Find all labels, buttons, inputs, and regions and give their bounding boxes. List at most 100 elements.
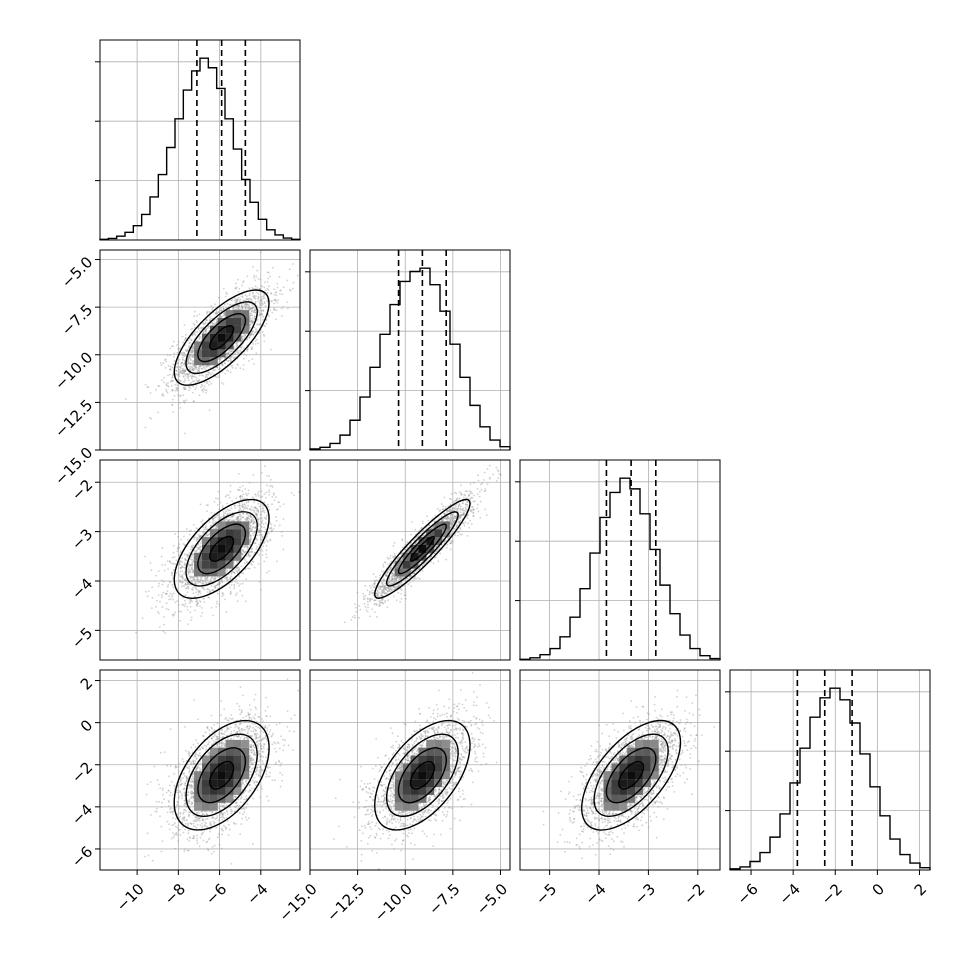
sample-point — [242, 572, 245, 575]
sample-point — [286, 279, 289, 282]
sample-point — [178, 371, 181, 373]
sample-point — [207, 534, 210, 536]
sample-point — [261, 495, 264, 498]
sample-point — [189, 577, 192, 580]
sample-point — [195, 379, 198, 381]
sample-point — [256, 516, 258, 519]
sample-point — [239, 497, 242, 500]
sample-point — [188, 602, 191, 604]
sample-point — [189, 575, 191, 578]
sample-point — [180, 371, 183, 374]
sample-point — [181, 574, 184, 576]
sample-point — [249, 292, 251, 295]
sample-point — [255, 295, 257, 298]
sample-point — [216, 312, 218, 314]
sample-point — [221, 505, 224, 507]
sample-point — [269, 538, 271, 541]
sample-point — [263, 335, 266, 337]
sample-point — [259, 304, 261, 306]
sample-point — [223, 311, 226, 314]
sample-point — [200, 607, 203, 609]
sample-point — [239, 486, 242, 489]
sample-point — [288, 268, 291, 271]
sample-point — [273, 309, 275, 311]
sample-point — [253, 309, 256, 312]
sample-point — [195, 366, 198, 369]
sample-point — [218, 375, 221, 377]
sample-point — [286, 301, 289, 303]
sample-point — [176, 384, 179, 387]
sample-point — [220, 579, 223, 582]
sample-point — [169, 598, 172, 600]
sample-point — [161, 596, 163, 599]
sample-point — [169, 373, 171, 376]
sample-point — [229, 371, 232, 374]
sample-point — [182, 543, 185, 545]
sample-point — [195, 376, 198, 379]
sample-point — [182, 400, 185, 403]
sample-point — [224, 356, 226, 359]
sample-point — [241, 296, 244, 298]
sample-point — [178, 373, 181, 375]
sample-point — [246, 298, 248, 300]
sample-point — [199, 542, 202, 545]
sample-point — [169, 347, 172, 350]
sample-point — [232, 519, 235, 521]
sample-point — [179, 579, 181, 581]
sample-point — [179, 550, 182, 552]
sample-point — [215, 309, 218, 312]
sample-point — [245, 354, 248, 357]
sample-point — [183, 371, 186, 373]
sample-point — [203, 322, 205, 325]
sample-point — [275, 309, 278, 312]
sample-point — [210, 382, 213, 385]
sample-point — [236, 571, 239, 574]
sample-point — [266, 503, 269, 506]
sample-point — [247, 501, 250, 504]
sample-point — [158, 612, 160, 615]
sample-point — [181, 359, 184, 361]
sample-point — [224, 372, 227, 375]
sample-point — [249, 307, 252, 310]
sample-point — [174, 601, 177, 604]
sample-point — [187, 377, 190, 380]
sample-point — [206, 591, 209, 593]
sample-point — [257, 529, 260, 532]
sample-point — [282, 306, 285, 308]
sample-point — [238, 349, 241, 352]
sample-point — [222, 511, 225, 513]
sample-point — [144, 590, 147, 593]
sample-point — [268, 494, 271, 496]
sample-point — [231, 515, 234, 518]
sample-point — [246, 308, 249, 310]
sample-point — [236, 342, 239, 344]
sample-point — [243, 353, 246, 356]
sample-point — [177, 378, 179, 381]
scatter-panel-1-3 — [95, 459, 301, 661]
sample-point — [270, 527, 272, 530]
sample-point — [181, 581, 184, 584]
sample-point — [178, 573, 181, 576]
sample-point — [144, 383, 147, 386]
sample-point — [171, 366, 174, 369]
sample-point — [181, 603, 184, 606]
sample-point — [238, 504, 241, 507]
sample-point — [202, 526, 205, 529]
sample-point — [254, 297, 257, 300]
sample-point — [239, 298, 242, 301]
sample-point — [199, 576, 202, 579]
sample-point — [247, 519, 250, 522]
sample-point — [257, 509, 259, 512]
sample-point — [265, 515, 268, 518]
sample-point — [172, 398, 174, 401]
sample-point — [220, 382, 223, 384]
sample-point — [187, 366, 190, 368]
sample-point — [237, 472, 240, 475]
sample-point — [251, 563, 253, 566]
sample-point — [180, 361, 183, 364]
sample-point — [267, 271, 270, 274]
sample-point — [205, 311, 208, 314]
sample-point — [254, 493, 257, 496]
sample-point — [259, 523, 262, 526]
sample-point — [187, 373, 190, 376]
